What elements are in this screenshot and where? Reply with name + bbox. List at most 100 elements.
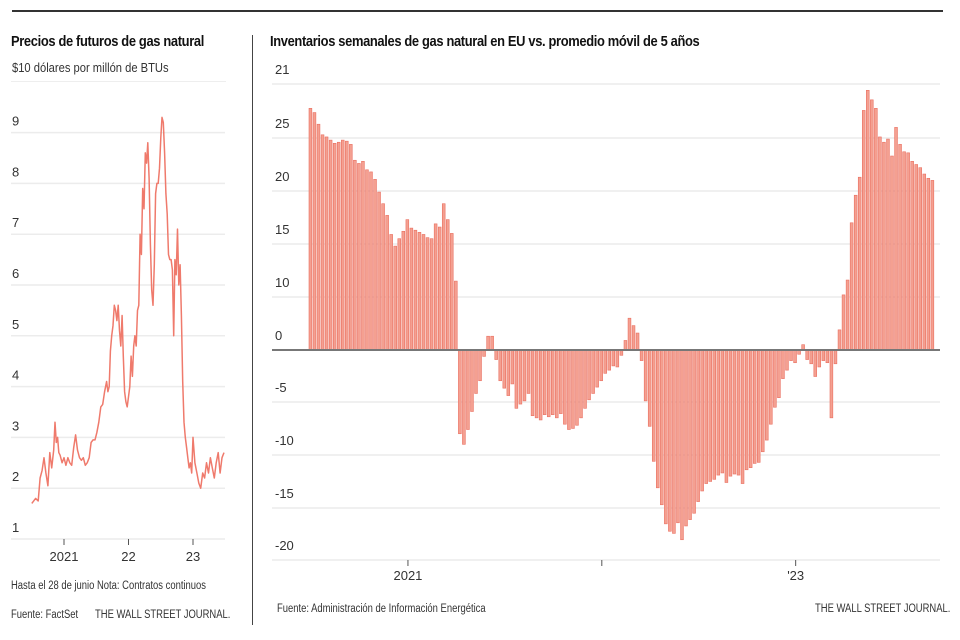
inventory-bar	[813, 349, 817, 377]
inventory-bar	[345, 140, 349, 351]
price-chart-y-axis: 1 2 3 4 5 6 7 8 9	[12, 114, 19, 535]
inventory-bar	[312, 112, 317, 351]
inventory-bar	[361, 161, 365, 351]
inventory-bar	[736, 349, 741, 476]
inventory-bar	[470, 349, 474, 412]
inventory-y-tick-label: 25	[275, 116, 289, 131]
inventory-bar	[704, 349, 708, 484]
inventory-bar	[922, 173, 927, 351]
inventory-bar	[365, 169, 369, 351]
inventory-bar	[861, 110, 866, 351]
inventory-bar	[809, 349, 813, 365]
inventory-bar	[805, 349, 809, 360]
inventory-bar	[502, 349, 506, 389]
inventory-bar	[668, 349, 672, 532]
inventory-bar	[902, 151, 906, 351]
inventory-bar	[744, 349, 749, 471]
inventory-bar	[316, 123, 321, 351]
inventory-bar	[821, 349, 826, 361]
inventory-y-tick-label: 21	[275, 62, 289, 77]
inventory-bar	[397, 238, 401, 351]
inventory-bars	[308, 90, 935, 541]
inventory-bar	[425, 237, 430, 351]
inventory-bar	[870, 99, 874, 351]
inventory-bar	[845, 279, 850, 351]
price-x-tick-label: 23	[186, 549, 200, 564]
inventory-bar	[522, 349, 527, 402]
inventory-bar	[583, 349, 587, 409]
inventory-bar	[591, 349, 595, 394]
inventory-bar	[833, 349, 838, 365]
inventory-bar	[555, 349, 559, 419]
inventory-bar	[494, 349, 498, 360]
inventory-bar	[756, 349, 761, 463]
inventory-bar	[874, 108, 878, 351]
inventory-bar	[716, 349, 721, 476]
inventory-bar	[551, 349, 555, 415]
price-y-tick-label: 2	[12, 469, 19, 484]
inventory-bar	[781, 349, 785, 379]
inventory-bar	[878, 136, 882, 351]
inventory-bar	[510, 349, 515, 385]
inventory-bar	[898, 144, 902, 351]
price-y-tick-label: 9	[12, 114, 19, 129]
inventory-bar	[890, 155, 894, 351]
inventory-bar	[486, 335, 490, 351]
price-y-tick-label: 4	[12, 368, 19, 383]
inventory-bar	[534, 349, 539, 419]
inventory-bar	[579, 349, 583, 419]
inventory-bar	[635, 332, 640, 351]
inventory-chart-brand: THE WALL STREET JOURNAL.	[815, 603, 951, 615]
inventory-bar	[498, 349, 502, 382]
inventory-bar	[462, 349, 466, 445]
inventory-bar	[474, 349, 478, 394]
inventory-bar	[708, 349, 712, 482]
inventory-bar	[789, 349, 793, 361]
inventory-bar	[353, 159, 357, 351]
inventory-bar	[684, 349, 688, 527]
price-series-line	[31, 116, 225, 504]
inventory-y-tick-label: -15	[275, 486, 294, 501]
top-rule	[12, 10, 943, 12]
inventory-bar	[336, 141, 341, 351]
inventory-bar	[389, 234, 393, 351]
inventory-bar	[611, 349, 616, 367]
inventory-bar	[672, 349, 676, 534]
inventory-bar	[651, 349, 656, 462]
inventory-bar	[381, 203, 385, 351]
price-y-tick-label: 3	[12, 418, 19, 433]
inventory-bar	[724, 349, 729, 483]
inventory-bar	[696, 349, 700, 502]
inventory-bar	[627, 317, 632, 351]
inventory-bar	[559, 349, 563, 414]
inventory-bar	[910, 161, 914, 351]
inventory-bar	[373, 179, 377, 351]
inventory-bar	[341, 139, 345, 351]
inventory-bar	[866, 90, 870, 351]
inventory-bar	[688, 349, 692, 520]
inventory-bar	[769, 349, 773, 425]
inventory-bar	[478, 349, 482, 382]
inventory-bar	[720, 349, 725, 474]
inventory-bar	[320, 134, 325, 351]
inventory-bar	[530, 349, 535, 417]
inventory-bar	[623, 340, 628, 351]
inventory-bar	[773, 349, 777, 408]
inventory-bar	[538, 349, 543, 421]
price-y-tick-label: 5	[12, 317, 19, 332]
price-y-tick-label: 6	[12, 266, 19, 281]
inventory-bar	[639, 349, 644, 361]
inventory-bar	[615, 349, 620, 368]
inventory-bar	[518, 349, 523, 405]
inventory-bar	[546, 349, 551, 418]
inventory-bar	[542, 349, 547, 415]
inventory-bar	[429, 238, 434, 351]
inventory-bar	[377, 191, 381, 351]
inventory-bar	[405, 219, 410, 351]
inventory-bar	[926, 177, 931, 351]
inventory-bar	[732, 349, 737, 475]
price-x-tick-label: 2021	[50, 549, 79, 564]
inventory-bar	[324, 136, 329, 351]
price-chart-source: Fuente: FactSet	[11, 609, 79, 621]
